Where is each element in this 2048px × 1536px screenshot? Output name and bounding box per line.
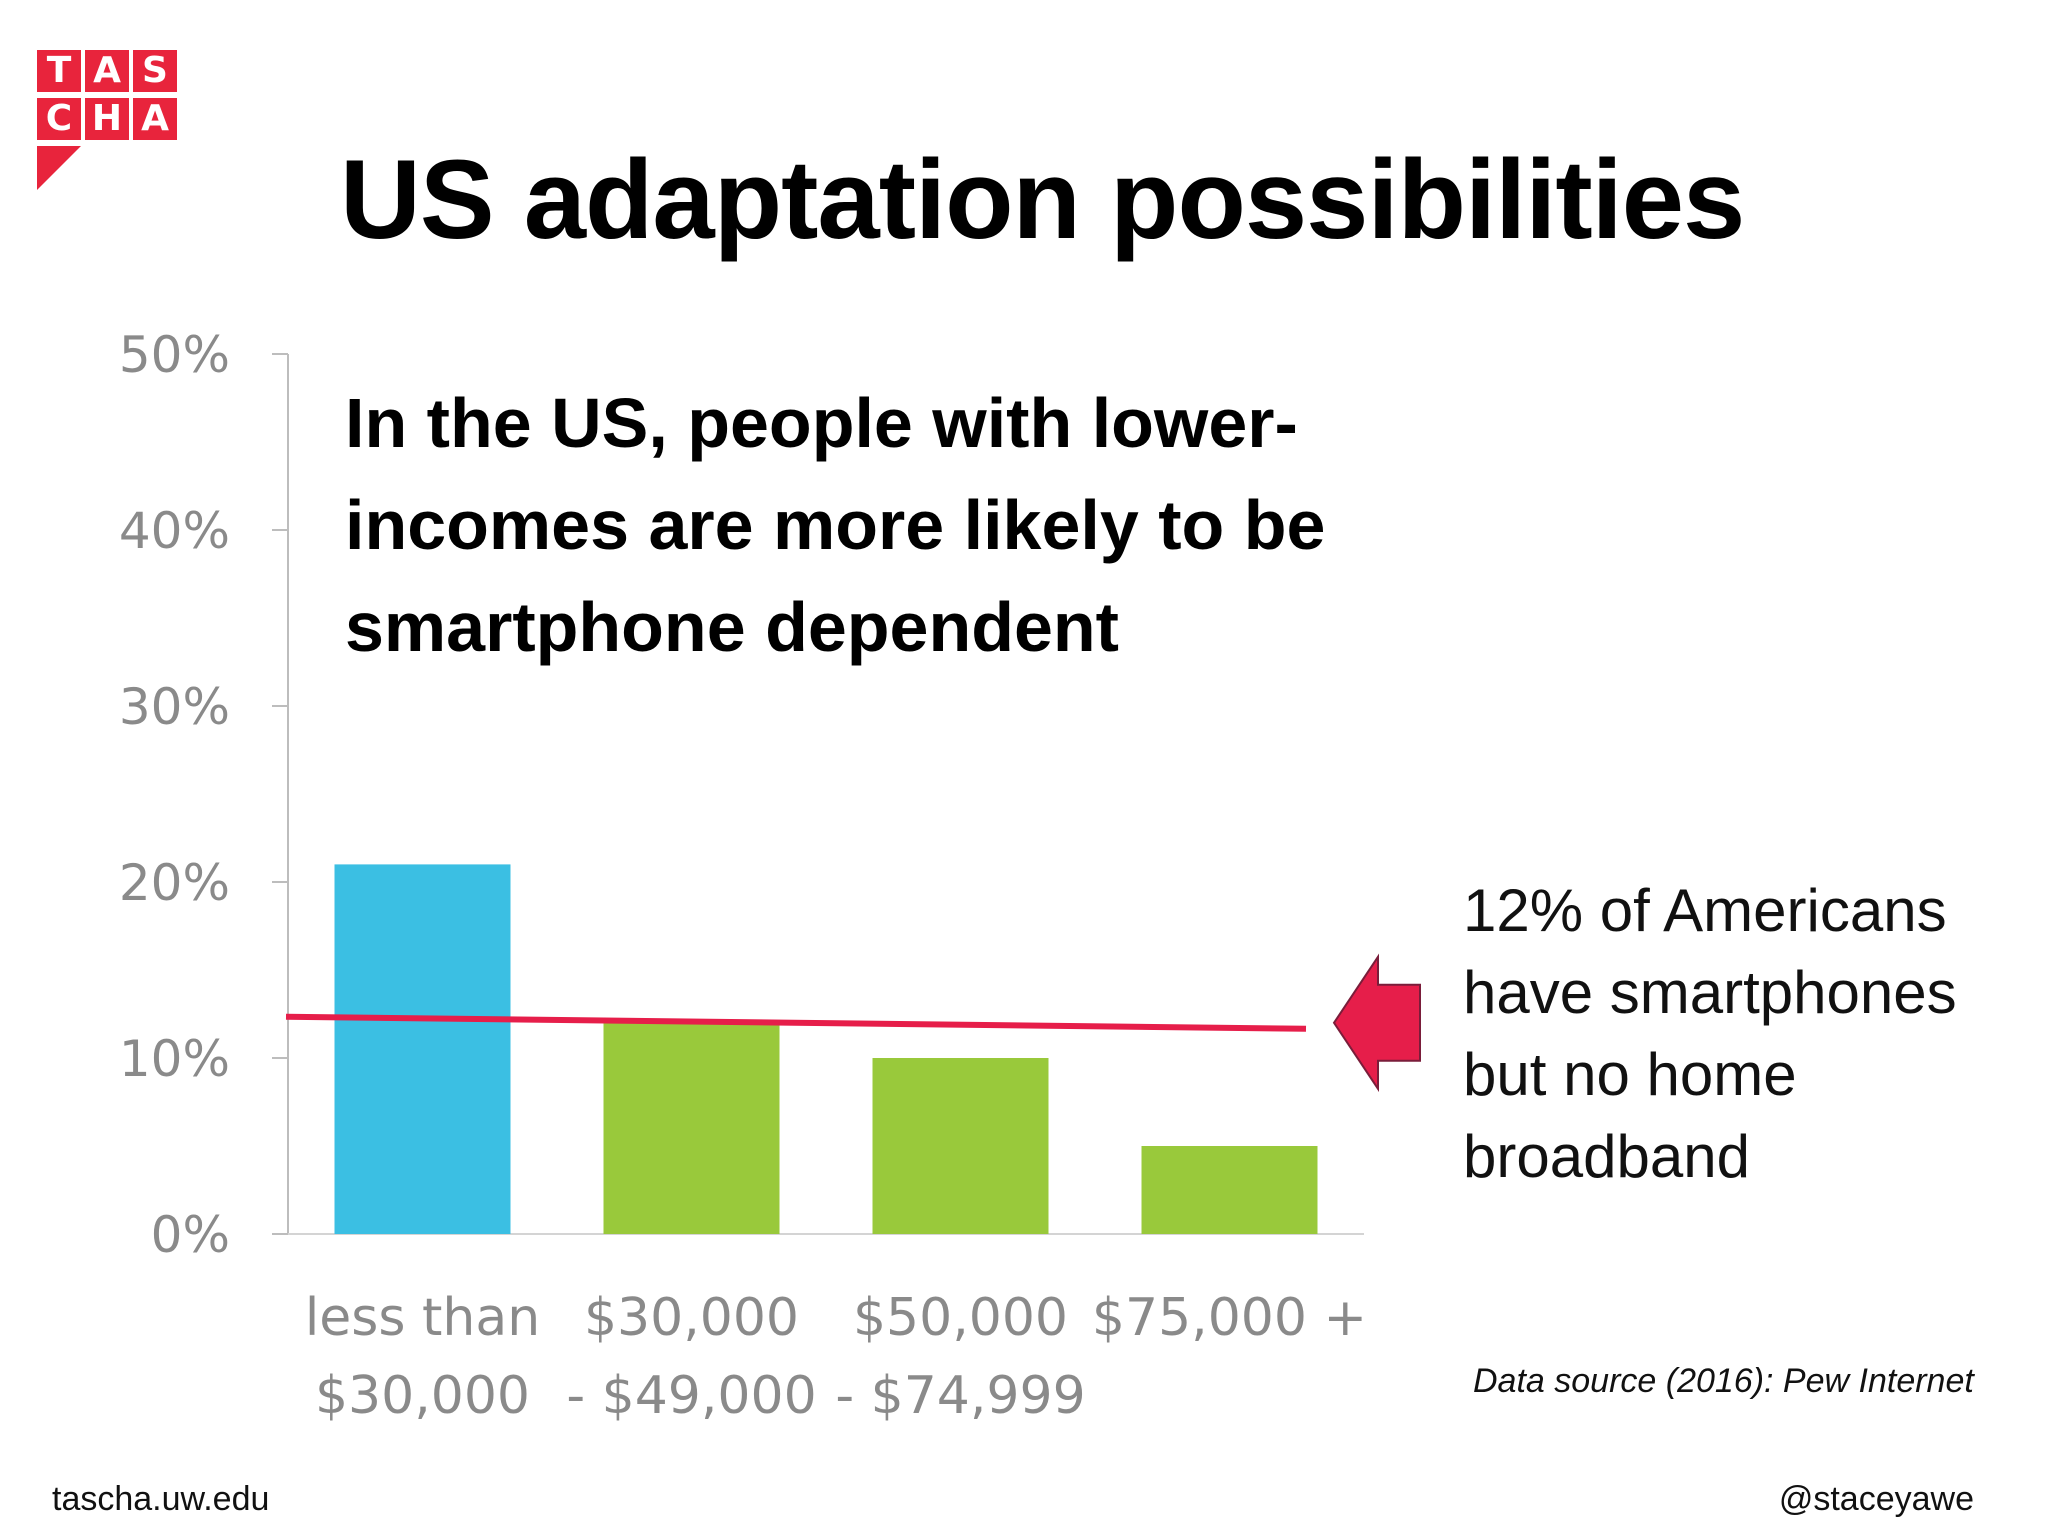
logo-letter: T [37,50,81,92]
chart-headline: In the US, people with lower-incomes are… [345,384,1326,666]
bar [603,1022,780,1234]
footer-handle: @staceyawe [1778,1480,1974,1518]
y-tick-label: 10% [119,1030,230,1088]
page-title: US adaptation possibilities [340,137,1745,262]
y-tick-label: 20% [119,854,230,912]
pointer-arrow-icon [1332,953,1421,1093]
y-tick-label: 30% [119,678,230,736]
logo-tail [37,146,81,190]
x-tick-label: $50,000 [853,1288,1068,1348]
logo-letter: C [37,98,81,140]
logo-letter: S [133,50,177,92]
callout-text: 12% of Americans have smartphones but no… [1463,877,1957,1190]
bar [1141,1146,1318,1234]
y-tick-label: 40% [119,502,230,560]
x-tick-label: $30,000 [315,1366,530,1426]
bar [334,864,511,1234]
x-tick-label: less than [305,1288,540,1348]
y-tick-label: 50% [119,326,230,384]
y-tick-label: 0% [151,1206,230,1264]
data-source: Data source (2016): Pew Internet [1473,1362,1974,1400]
reference-line [285,1013,1307,1032]
x-tick-label: $30,000 [584,1288,799,1348]
logo-letter: H [85,98,129,140]
x-tick-label: $75,000 + [1092,1288,1367,1348]
logo-letter: A [85,50,129,92]
tascha-logo: T A S C H A [37,50,177,190]
footer-website: tascha.uw.edu [52,1480,270,1518]
x-tick-label: - $49,000 [566,1366,816,1426]
x-tick-label: - $74,999 [835,1366,1085,1426]
bar [872,1058,1049,1234]
logo-letter: A [133,98,177,140]
